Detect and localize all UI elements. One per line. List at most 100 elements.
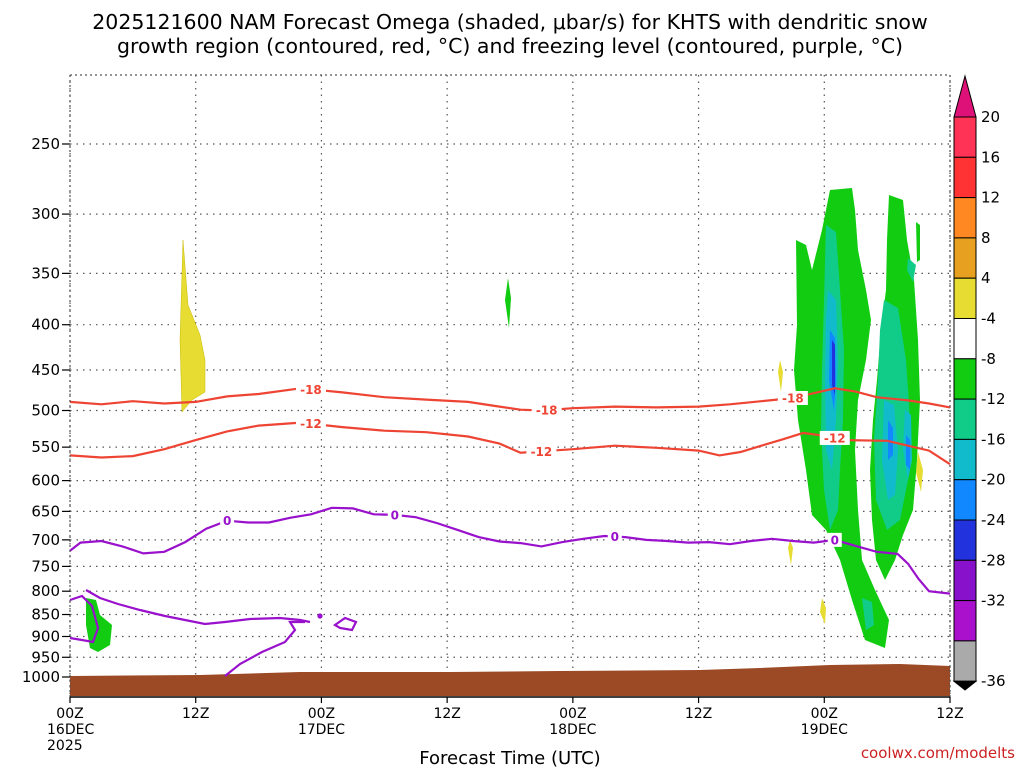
y-tick-label: 500 xyxy=(31,402,60,420)
contour-label: 0 xyxy=(391,508,399,522)
colorbar-bottom-arrow xyxy=(952,680,978,691)
colorbar-segment xyxy=(953,237,977,279)
colorbar-segment xyxy=(953,438,977,481)
x-tick-label: 2025 xyxy=(47,738,83,754)
contour-label-bg xyxy=(827,532,842,547)
contour-label: -18 xyxy=(300,383,322,397)
contour-label: 0 xyxy=(611,530,619,544)
contour-label-bg xyxy=(777,390,808,405)
plot-axes xyxy=(69,74,951,698)
y-tick-label: 300 xyxy=(31,205,60,223)
contour-label-bg xyxy=(220,513,235,528)
freezing-level-small-contours xyxy=(69,589,358,677)
colorbar-label: 12 xyxy=(981,189,1000,207)
temperature-contours: -18 -18 -18 -12 -12 -12 0 0 0 0 xyxy=(69,382,951,595)
positive-omega-blob xyxy=(788,540,793,565)
y-tick-label: 1000 xyxy=(22,668,60,686)
contour-label-bg xyxy=(387,507,402,522)
colorbar-segment xyxy=(953,398,977,440)
y-tick-label: 850 xyxy=(31,606,60,624)
x-tick-label: 00Z xyxy=(56,706,83,722)
x-axis-title: Forecast Time (UTC) xyxy=(419,748,600,768)
y-tick-label: 700 xyxy=(31,531,60,549)
x-tick-label: 12Z xyxy=(182,706,209,722)
x-tick-label: 00Z xyxy=(559,706,586,722)
contour-label: -12 xyxy=(300,417,322,431)
positive-omega-blob xyxy=(916,452,923,492)
x-tick-label: 16DEC xyxy=(47,722,94,738)
colorbar-segment xyxy=(953,358,977,400)
colorbar-label: -8 xyxy=(981,350,996,368)
y-tick-label: 650 xyxy=(31,502,60,520)
chart-title-line2: growth region (contoured, red, °C) and f… xyxy=(117,34,903,58)
omega-shading xyxy=(86,188,923,652)
colorbar-label: -20 xyxy=(981,471,1006,489)
colorbar-label: -4 xyxy=(981,310,996,328)
colorbar-segment xyxy=(953,197,977,239)
x-tick-label: 19DEC xyxy=(801,722,848,738)
contour-label: 0 xyxy=(223,514,231,528)
positive-omega-blob xyxy=(820,598,826,624)
contour-label-bg xyxy=(531,403,562,418)
y-tick-label: 800 xyxy=(31,582,60,600)
y-tick-label: 750 xyxy=(31,557,60,575)
negative-omega-blob xyxy=(906,435,910,470)
colorbar-label: -12 xyxy=(981,390,1006,408)
colorbar-segment xyxy=(953,519,977,561)
contour-label-bg xyxy=(819,430,850,445)
colorbar-label: 16 xyxy=(981,148,1000,166)
positive-omega-blob xyxy=(778,360,783,392)
positive-omega-blob xyxy=(179,239,206,413)
x-tick-label: 12Z xyxy=(433,706,460,722)
colorbar-segment xyxy=(953,640,977,682)
colorbar-label: -36 xyxy=(981,672,1006,690)
contour-label: -12 xyxy=(531,445,553,459)
contour-label-bg xyxy=(526,444,557,459)
colorbar-segment xyxy=(953,277,977,320)
negative-omega-blob xyxy=(888,420,893,460)
negative-omega-blob xyxy=(862,598,874,630)
y-tick-label: 550 xyxy=(31,438,60,456)
colorbar-top-arrow xyxy=(953,74,977,118)
watermark[interactable]: coolwx.com/modelts xyxy=(861,744,1015,762)
colorbar-label: 4 xyxy=(981,269,991,287)
x-tick-label: 17DEC xyxy=(298,722,345,738)
terrain-ground xyxy=(70,664,950,696)
colorbar-label: -16 xyxy=(981,430,1006,448)
x-tick-label: 00Z xyxy=(811,706,838,722)
y-tick-label: 450 xyxy=(31,361,60,379)
contour-label-bg xyxy=(295,382,326,397)
colorbar-segment xyxy=(953,116,977,158)
negative-omega-blob xyxy=(832,340,835,395)
y-tick-label: 400 xyxy=(31,316,60,334)
colorbar-label: -32 xyxy=(981,592,1006,610)
negative-omega-blob xyxy=(916,222,920,262)
colorbar-segment xyxy=(953,559,977,602)
x-tick-label: 00Z xyxy=(308,706,335,722)
colorbar-label: 8 xyxy=(981,229,991,247)
negative-omega-blob xyxy=(907,258,916,282)
x-tick-label: 12Z xyxy=(936,706,963,722)
colorbar-segment xyxy=(953,156,977,199)
contour-label-bg xyxy=(295,416,326,431)
contour-label: -18 xyxy=(782,391,804,405)
contour-label: -18 xyxy=(536,404,558,418)
y-tick-label: 250 xyxy=(31,135,60,153)
y-tick-label: 900 xyxy=(31,627,60,645)
colorbar-segment xyxy=(953,600,977,642)
y-tick-label: 350 xyxy=(31,264,60,282)
negative-omega-blob xyxy=(505,278,511,328)
y-tick-label: 950 xyxy=(31,648,60,666)
colorbar-label: -24 xyxy=(981,511,1006,529)
colorbar: 20 16 12 8 4 -4 -8 -12 -16 -20 -24 -28 -32 -36 xyxy=(952,74,1006,691)
x-tick-label: 12Z xyxy=(685,706,712,722)
x-tick-label: 18DEC xyxy=(549,722,596,738)
negative-omega-blob xyxy=(86,598,112,652)
chart-title-line1: 2025121600 NAM Forecast Omega (shaded, μ… xyxy=(92,10,928,34)
y-tick-label: 600 xyxy=(31,472,60,490)
colorbar-label: 20 xyxy=(981,108,1000,126)
contour-label: 0 xyxy=(831,533,839,547)
colorbar-segment xyxy=(953,318,977,360)
